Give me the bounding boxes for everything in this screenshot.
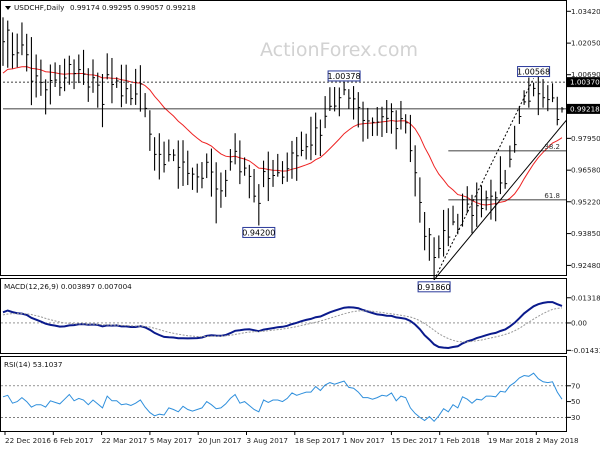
ohlc-label: 0.99174 0.99295 0.99057 0.99218 xyxy=(70,3,196,12)
macd-layer: 0.013184 0.00 -0.014339 xyxy=(1,293,600,355)
fib-level-label: 61.8 xyxy=(544,192,560,200)
x-tick-label: 5 May 2017 xyxy=(150,436,192,445)
macd-series-macd xyxy=(2,301,563,350)
x-axis: 22 Dec 2016 6 Feb 2017 22 Mar 2017 5 May 20… xyxy=(4,432,579,445)
watermark: ActionForex.com xyxy=(260,39,418,61)
price-annotation-label: 1.00378 xyxy=(328,72,361,81)
price-y-tick-label: 1.02050 xyxy=(571,39,600,48)
header-arrow-icon xyxy=(5,6,11,10)
macd-y-tick-label: 0.00 xyxy=(571,318,587,327)
price-y-tick-label: 1.03420 xyxy=(571,7,600,16)
price-level-tag xyxy=(567,77,600,88)
x-tick-label: 1 Feb 2018 xyxy=(440,436,481,445)
macd-header: MACD(12,26,9) 0.003897 0.007004 xyxy=(4,282,132,291)
x-tick-label: 20 Jun 2017 xyxy=(198,436,241,445)
price-y-tick-label: 0.92480 xyxy=(571,261,600,270)
rsi-layer: 70 50 30 xyxy=(1,372,581,423)
x-tick-label: 2 May 2018 xyxy=(536,436,579,445)
price-level-tag xyxy=(567,103,600,114)
rsi-header: RSI(14) 53.1037 xyxy=(4,360,62,369)
macd-panel-frame xyxy=(0,278,567,354)
rsi-y-tick-label: 30 xyxy=(571,413,581,422)
price-annotation-box xyxy=(517,66,551,78)
rsi-panel-frame xyxy=(0,356,567,432)
symbol-label: USDCHF,Daily xyxy=(14,3,65,12)
rsi-y-tick-label: 50 xyxy=(571,397,581,406)
price-header: USDCHF,Daily 0.99174 0.99295 0.99057 0.9… xyxy=(5,3,196,12)
price-y-tick-label: 0.96580 xyxy=(571,166,600,175)
price-candles xyxy=(2,17,564,280)
x-tick-label: 22 Mar 2017 xyxy=(102,436,148,445)
price-y-tick-label: 0.97950 xyxy=(571,134,600,143)
price-annotation-box xyxy=(417,281,451,293)
price-panel-frame xyxy=(0,0,567,276)
x-tick-label: 1 Nov 2017 xyxy=(343,436,384,445)
macd-series-signal xyxy=(2,307,563,343)
x-tick-label: 18 Sep 2017 xyxy=(295,436,341,445)
price-annotation-box xyxy=(242,226,276,238)
price-annotation-label: 0.94200 xyxy=(242,228,275,237)
x-tick-label: 6 Feb 2017 xyxy=(53,436,93,445)
price-annotation-label: 1.00568 xyxy=(517,68,550,77)
price-y-tick-label: 0.95220 xyxy=(571,197,600,206)
price-y-tick-label: 0.93850 xyxy=(571,229,600,238)
x-tick-label: 15 Dec 2017 xyxy=(391,436,437,445)
rsi-y-tick-label: 70 xyxy=(571,381,581,390)
price-y-tick-label: 1.00690 xyxy=(571,70,600,79)
price-level-tag-label: 0.99218 xyxy=(570,104,600,113)
price-annotation-box xyxy=(327,70,361,82)
price-axis: 1.034201.020501.006900.993200.979500.965… xyxy=(567,7,600,270)
x-tick-label: 22 Dec 2016 xyxy=(5,436,51,445)
fib-level-label: 38.2 xyxy=(544,143,560,151)
price-overlays: 38.2 61.8 1.00378 1.00568 0.94200 0.91860 xyxy=(3,66,568,293)
rsi-series-line xyxy=(2,372,563,423)
x-tick-label: 19 Mar 2018 xyxy=(488,436,534,445)
x-tick-label: 3 Aug 2017 xyxy=(247,436,288,445)
trendline xyxy=(433,78,535,281)
price-level-tag-label: 1.00370 xyxy=(570,78,600,87)
price-annotation-label: 0.91860 xyxy=(418,283,451,292)
price-grid xyxy=(567,10,571,266)
macd-y-tick-label: -0.014339 xyxy=(571,346,600,355)
macd-y-tick-label: 0.013184 xyxy=(571,293,600,302)
